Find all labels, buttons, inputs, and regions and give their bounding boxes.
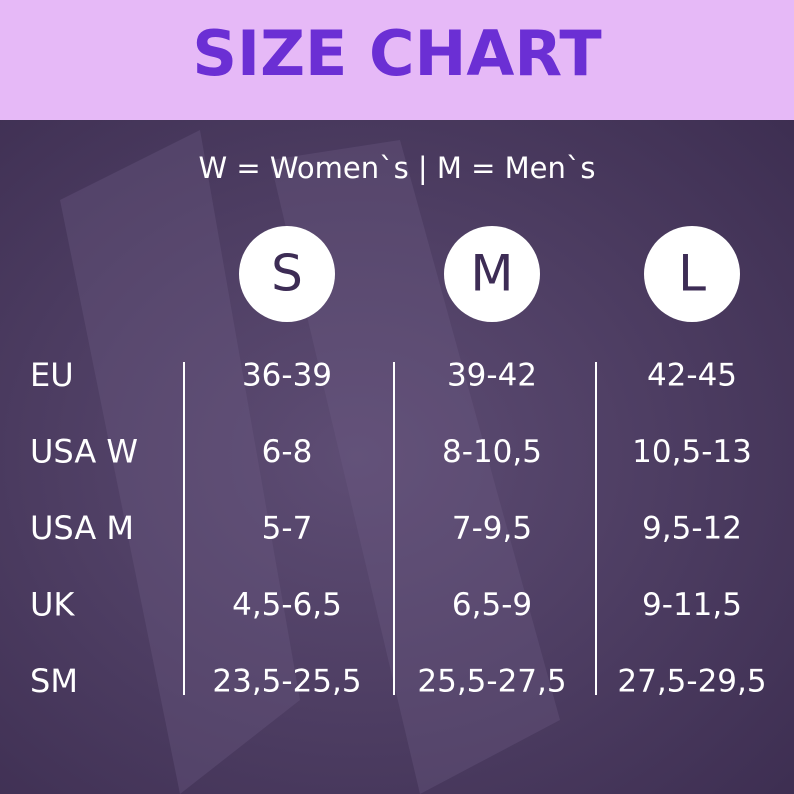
size-value: 6,5-9 — [452, 587, 532, 623]
size-value: 10,5-13 — [632, 434, 752, 470]
size-value: 6-8 — [262, 434, 313, 470]
size-value: 23,5-25,5 — [212, 664, 361, 700]
size-value: 42-45 — [647, 358, 737, 394]
background — [0, 120, 794, 794]
header-band — [0, 0, 794, 120]
subtitle: W = Women`s | M = Men`s — [198, 151, 595, 185]
size-value: 5-7 — [262, 511, 313, 547]
size-label: S — [271, 245, 303, 303]
title: SIZE CHART — [192, 17, 601, 90]
size-label: M — [470, 245, 513, 303]
sock-shape — [270, 140, 560, 794]
size-badge — [239, 226, 335, 322]
size-value: 7-9,5 — [452, 511, 532, 547]
size-value: 25,5-27,5 — [417, 664, 566, 700]
row-label: USA W — [30, 433, 138, 471]
size-badge — [444, 226, 540, 322]
size-value: 9-11,5 — [642, 587, 742, 623]
size-value: 39-42 — [447, 358, 537, 394]
row-label: EU — [30, 356, 74, 394]
row-label: SM — [30, 662, 78, 700]
size-badge — [644, 226, 740, 322]
sock-shape — [60, 130, 300, 794]
size-value: 36-39 — [242, 358, 332, 394]
row-label: UK — [30, 586, 75, 624]
size-value: 9,5-12 — [642, 511, 742, 547]
size-value: 8-10,5 — [442, 434, 542, 470]
size-value: 27,5-29,5 — [617, 664, 766, 700]
size-label: L — [678, 245, 706, 303]
size-value: 4,5-6,5 — [232, 587, 342, 623]
row-label: USA M — [30, 509, 134, 547]
